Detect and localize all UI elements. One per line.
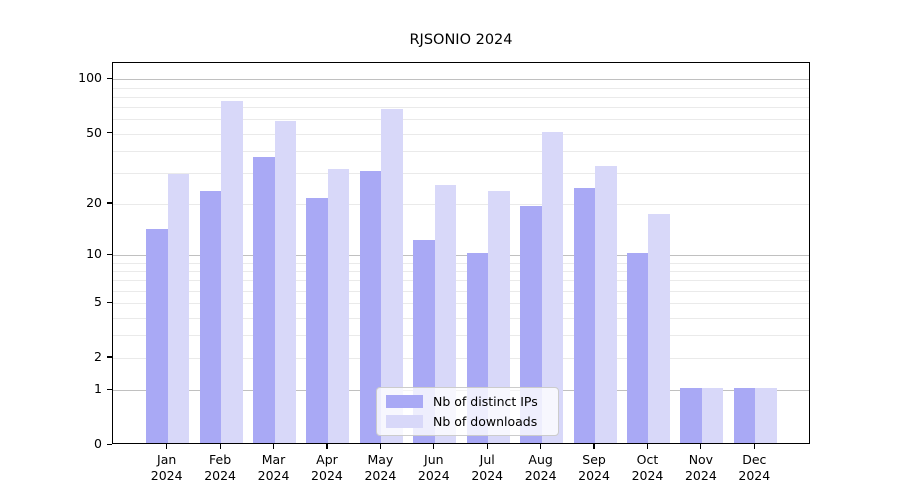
x-tick-label-may: May 2024 <box>364 452 397 483</box>
legend-label-downloads: Nb of downloads <box>433 414 538 429</box>
bar-downloads-aug <box>541 131 564 443</box>
x-tick-label-nov: Nov 2024 <box>684 452 717 483</box>
bar-downloads-jun <box>434 184 457 443</box>
y-tick-mark-50 <box>107 132 112 134</box>
gridline-minor-40 <box>113 150 809 152</box>
legend-label-distinct-ips: Nb of distinct IPs <box>433 394 538 409</box>
y-tick-mark-5 <box>107 301 112 303</box>
bar-ips-oct <box>626 253 649 443</box>
y-tick-mark-100 <box>107 77 112 80</box>
x-tick-mark-apr <box>326 444 328 449</box>
bar-downloads-dec <box>755 388 777 443</box>
x-tick-mark-oct <box>646 444 649 449</box>
gridline-minor-9 <box>113 262 809 264</box>
x-tick-label-dec: Dec 2024 <box>738 452 771 483</box>
gridline-minor-20 <box>113 203 809 205</box>
bar-ips-aug <box>520 205 542 443</box>
x-tick-label-feb: Feb 2024 <box>204 452 237 483</box>
gridline-minor-90 <box>113 87 809 89</box>
y-tick-mark-20 <box>107 202 112 204</box>
x-tick-mark-feb <box>219 444 221 449</box>
bar-ips-dec <box>733 388 756 443</box>
bar-ips-mar <box>253 157 275 443</box>
legend-item-downloads: Nb of downloads <box>386 414 549 429</box>
bar-ips-jan <box>146 228 168 443</box>
gridline-minor-8 <box>113 270 809 272</box>
gridline-minor-7 <box>113 280 809 282</box>
bar-downloads-jan <box>167 173 190 443</box>
y-tick-label-2: 2 <box>94 348 102 364</box>
figure: RJSONIO 2024 Nb of distinct IPs Nb of do… <box>78 32 810 483</box>
chart-title: RJSONIO 2024 <box>409 32 513 48</box>
gridline-minor-2 <box>113 357 809 359</box>
gridline-major-100 <box>113 79 809 81</box>
bar-ips-nov <box>680 388 702 443</box>
bar-downloads-nov <box>701 388 724 443</box>
y-tick-mark-1 <box>107 388 112 390</box>
bar-downloads-apr <box>327 168 350 443</box>
y-tick-mark-0 <box>107 443 112 445</box>
x-tick-label-jun: Jun 2024 <box>417 452 450 483</box>
y-tick-label-0: 0 <box>94 436 102 451</box>
bar-downloads-oct <box>648 214 670 443</box>
gridline-minor-60 <box>113 119 809 121</box>
gridline-minor-70 <box>113 107 809 109</box>
gridline-minor-30 <box>113 173 809 175</box>
y-tick-label-10: 10 <box>86 246 102 262</box>
legend: Nb of distinct IPs Nb of downloads <box>376 387 559 436</box>
bar-downloads-sep <box>595 166 617 443</box>
y-tick-label-1: 1 <box>94 381 102 397</box>
x-tick-mark-mar <box>272 444 275 449</box>
bar-downloads-may <box>381 108 403 443</box>
y-tick-label-100: 100 <box>78 70 102 86</box>
legend-item-distinct-ips: Nb of distinct IPs <box>386 394 549 409</box>
x-tick-label-sep: Sep 2024 <box>578 452 610 483</box>
y-tick-mark-2 <box>107 356 112 358</box>
bar-ips-sep <box>573 188 596 443</box>
x-tick-mark-aug <box>540 444 542 449</box>
bar-ips-may <box>359 171 382 443</box>
x-tick-label-mar: Mar 2024 <box>257 452 290 483</box>
y-tick-label-50: 50 <box>86 124 102 140</box>
x-tick-label-jul: Jul 2024 <box>471 452 504 483</box>
x-tick-mark-jul <box>486 444 488 449</box>
gridline-minor-3 <box>113 335 809 337</box>
x-tick-mark-jun <box>433 444 435 449</box>
gridline-minor-5 <box>113 303 809 305</box>
gridline-minor-80 <box>113 96 809 98</box>
x-tick-label-jan: Jan 2024 <box>150 452 183 483</box>
x-tick-mark-jan <box>166 444 168 449</box>
x-tick-mark-sep <box>593 444 595 449</box>
y-tick-label-20: 20 <box>86 194 102 210</box>
plot-area: Nb of distinct IPs Nb of downloads <box>112 62 810 444</box>
x-tick-mark-may <box>379 444 381 449</box>
x-tick-mark-nov <box>700 444 702 449</box>
legend-swatch-distinct-ips <box>386 395 423 408</box>
legend-swatch-downloads <box>386 415 423 428</box>
x-tick-label-aug: Aug 2024 <box>524 452 557 483</box>
bar-downloads-feb <box>221 101 243 443</box>
bar-downloads-mar <box>274 121 297 443</box>
bar-ips-apr <box>306 198 328 443</box>
y-tick-label-5: 5 <box>94 294 102 310</box>
x-tick-mark-dec <box>753 444 755 449</box>
gridline-minor-50 <box>113 133 809 135</box>
gridline-minor-6 <box>113 290 809 292</box>
gridline-minor-4 <box>113 317 809 319</box>
bar-downloads-jul <box>488 191 510 443</box>
x-tick-label-apr: Apr 2024 <box>311 452 343 483</box>
y-tick-mark-10 <box>107 253 112 255</box>
gridline-major-10 <box>113 255 809 257</box>
x-tick-label-oct: Oct 2024 <box>631 452 664 483</box>
bar-ips-feb <box>199 191 222 443</box>
